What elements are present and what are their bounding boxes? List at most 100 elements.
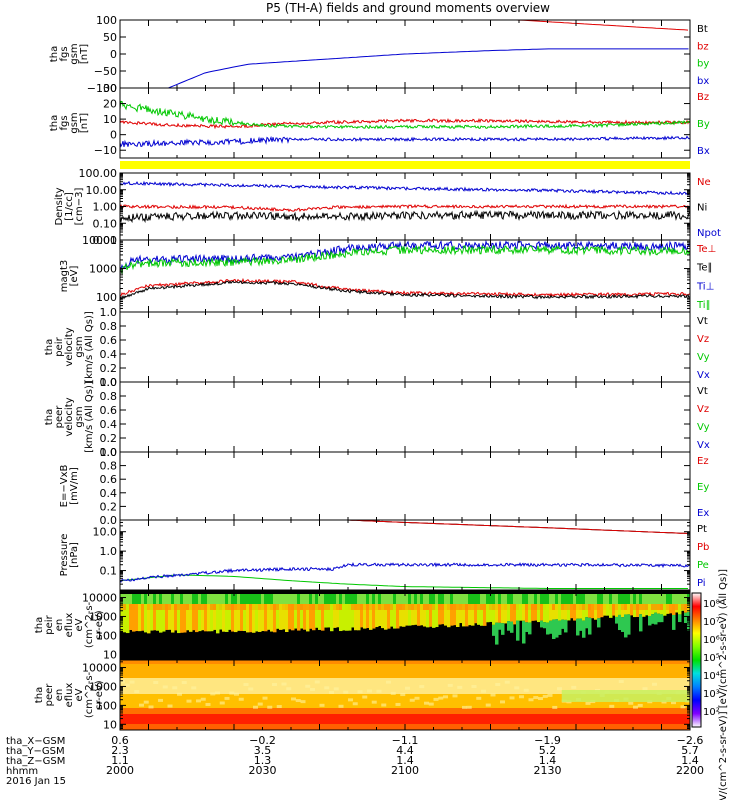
cell <box>264 590 268 594</box>
cell <box>177 604 181 610</box>
cell <box>651 614 655 624</box>
cell <box>474 604 478 624</box>
cell <box>318 604 322 610</box>
cell <box>168 594 172 606</box>
cell <box>456 604 460 627</box>
cell <box>471 594 475 606</box>
cell <box>633 705 638 709</box>
cell <box>465 604 469 610</box>
cell <box>183 594 187 606</box>
cell <box>396 604 400 610</box>
cell <box>627 594 631 606</box>
cell <box>549 604 553 610</box>
cell <box>201 604 205 610</box>
y-tick-label: 10000 <box>82 592 117 605</box>
cell <box>318 604 322 630</box>
cell <box>240 594 244 606</box>
cell <box>139 703 144 707</box>
cell <box>573 590 577 594</box>
cell <box>594 590 598 594</box>
cell <box>585 604 589 618</box>
cell <box>189 604 193 632</box>
cell <box>567 590 571 594</box>
cell <box>609 594 613 606</box>
cell <box>474 594 478 606</box>
cell <box>435 590 439 594</box>
y-tick-label: 100 <box>96 291 117 304</box>
cell <box>195 594 199 606</box>
cell <box>423 604 427 610</box>
cell <box>327 604 331 628</box>
cell <box>492 604 496 610</box>
cell <box>267 590 271 594</box>
cell <box>597 590 601 594</box>
cell <box>428 702 434 706</box>
cell <box>447 604 451 628</box>
cell <box>309 604 313 610</box>
y-axis-label: en <box>54 619 65 632</box>
cell <box>669 590 673 594</box>
cell <box>471 604 475 626</box>
cell <box>396 604 400 629</box>
cell <box>258 604 262 632</box>
cell <box>255 604 259 610</box>
cell <box>468 604 472 610</box>
cell <box>167 704 173 708</box>
cell <box>231 590 235 594</box>
cell <box>198 604 202 610</box>
cell <box>336 604 340 628</box>
cell <box>570 604 574 619</box>
cell <box>654 594 658 606</box>
cell <box>405 604 409 610</box>
cell <box>345 590 349 594</box>
cell <box>246 604 250 610</box>
cell <box>636 590 640 594</box>
cell <box>423 594 427 606</box>
cell <box>225 594 229 606</box>
cell <box>588 594 592 606</box>
cell <box>339 604 343 610</box>
y-axis-label: peer <box>44 683 55 707</box>
cell <box>360 604 364 628</box>
y-tick-label: 10.00 <box>86 184 118 197</box>
cell <box>333 687 339 691</box>
cell <box>444 594 448 606</box>
cell <box>343 690 349 694</box>
cell <box>255 590 259 594</box>
cell <box>534 590 538 594</box>
colorbar-tick-label: 10³ <box>703 689 720 700</box>
cell <box>567 594 571 606</box>
cell <box>585 701 591 705</box>
cell <box>294 604 298 629</box>
cell <box>453 604 457 610</box>
cell <box>573 604 577 610</box>
cell <box>372 594 376 606</box>
cell <box>249 604 253 633</box>
cell <box>411 590 415 594</box>
cell <box>171 594 175 606</box>
cell <box>457 685 463 689</box>
cell <box>225 604 229 610</box>
cell <box>272 683 277 687</box>
x-axis-value: 2000 <box>106 764 134 777</box>
cell <box>219 701 225 705</box>
cell <box>354 590 358 594</box>
cell <box>297 604 301 631</box>
cell <box>192 604 196 631</box>
cell <box>165 590 169 594</box>
cell <box>481 689 486 693</box>
cell <box>159 590 163 594</box>
cell <box>672 590 676 594</box>
cell <box>234 604 238 610</box>
cell <box>543 622 547 629</box>
cell <box>329 690 334 694</box>
cell <box>126 604 130 610</box>
cell <box>510 604 514 610</box>
cell <box>321 594 325 606</box>
cell <box>171 590 175 594</box>
cell <box>375 604 379 610</box>
cell <box>420 604 424 626</box>
y-tick-label: 1000 <box>89 680 117 693</box>
cell <box>153 681 159 685</box>
